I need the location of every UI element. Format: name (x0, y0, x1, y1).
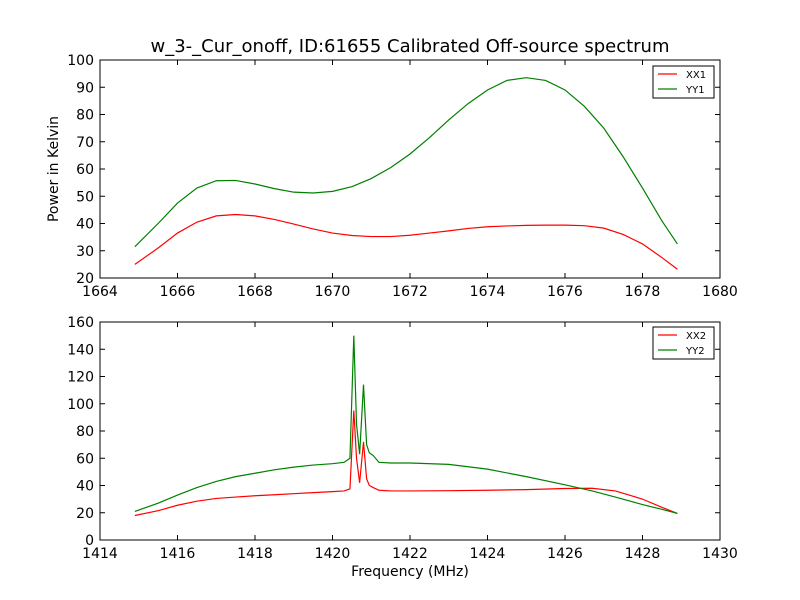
bottom-series-line-xx2 (134, 410, 678, 517)
bottom-x-tick-label: 1416 (160, 546, 196, 562)
bottom-y-tick-label: 60 (76, 451, 94, 467)
bottom-x-tick-label: 1420 (315, 546, 351, 562)
top-x-tick-label: 1670 (315, 284, 351, 300)
top-y-tick-label: 50 (76, 189, 94, 205)
top-chart: 1664 1666 1668 1670 1672 1674 1676 1678 1680 20 30… (67, 53, 738, 300)
top-y-tick-label: 70 (76, 135, 94, 151)
top-series-line-yy1 (134, 77, 678, 248)
bottom-legend-label-yy2: YY2 (685, 346, 705, 357)
top-x-tick-label: 1672 (392, 284, 428, 300)
bottom-series-line-yy2 (134, 335, 678, 515)
bottom-chart: 1414 1416 1418 1420 1422 1424 1426 1428 1430 0 20 4… (67, 315, 738, 562)
top-legend-label-yy1: YY1 (685, 85, 705, 96)
bottom-x-tick-label: 1414 (82, 546, 118, 562)
bottom-y-tick-label: 20 (76, 506, 94, 522)
top-series-line-xx1 (134, 213, 678, 270)
top-y-tick-label: 90 (76, 80, 94, 96)
bottom-y-tick-label: 0 (85, 533, 94, 549)
bottom-y-tick-label: 40 (76, 479, 94, 495)
top-y-tick-label: 40 (76, 217, 94, 233)
top-x-tick-label: 1668 (237, 284, 273, 300)
bottom-chart-xlabel: Frequency (MHz) (351, 564, 469, 580)
bottom-y-tick-label: 140 (67, 342, 94, 358)
bottom-x-tick-label: 1422 (392, 546, 428, 562)
top-x-tick-label: 1674 (470, 284, 506, 300)
top-y-tick-label: 80 (76, 108, 94, 124)
top-chart-title: w_3-_Cur_onoff, ID:61655 Calibrated Off-… (150, 36, 669, 57)
top-y-tick-label: 100 (67, 53, 94, 69)
top-chart-ylabel: Power in Kelvin (46, 116, 62, 222)
bottom-legend-box (652, 326, 715, 360)
bottom-x-tick-label: 1430 (702, 546, 738, 562)
bottom-y-tick-label: 160 (67, 315, 94, 331)
top-y-tick-label: 30 (76, 244, 94, 260)
bottom-y-tick-label: 80 (76, 424, 94, 440)
top-y-tick-label: 20 (76, 271, 94, 287)
top-legend-label-xx1: XX1 (686, 70, 706, 81)
top-y-tick-label: 60 (76, 162, 94, 178)
bottom-x-tick-label: 1428 (625, 546, 661, 562)
bottom-y-tick-label: 100 (67, 397, 94, 413)
bottom-legend-label-xx2: XX2 (686, 331, 706, 342)
top-legend-box (652, 65, 715, 99)
bottom-x-tick-label: 1426 (547, 546, 583, 562)
top-x-tick-label: 1666 (160, 284, 196, 300)
top-x-tick-label: 1678 (625, 284, 661, 300)
top-x-tick-label: 1676 (547, 284, 583, 300)
bottom-y-tick-label: 120 (67, 370, 94, 386)
bottom-x-tick-label: 1418 (237, 546, 273, 562)
bottom-x-tick-label: 1424 (470, 546, 506, 562)
top-x-tick-label: 1664 (82, 284, 118, 300)
top-x-tick-label: 1680 (702, 284, 738, 300)
